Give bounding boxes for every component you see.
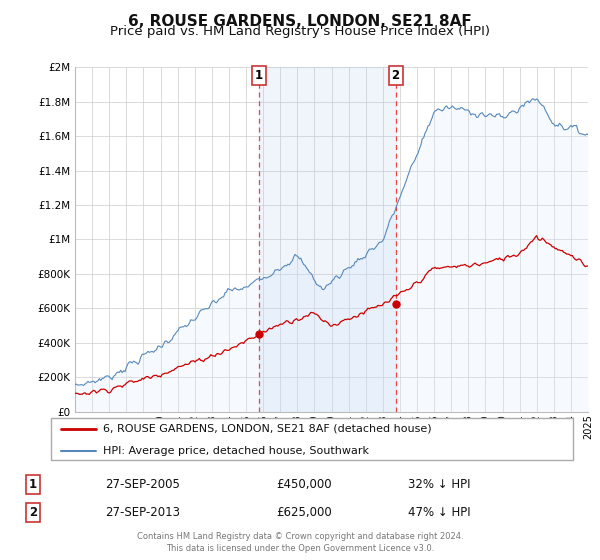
Text: 6, ROUSE GARDENS, LONDON, SE21 8AF: 6, ROUSE GARDENS, LONDON, SE21 8AF [128,14,472,29]
Text: 27-SEP-2005: 27-SEP-2005 [105,478,180,491]
Text: 1: 1 [255,69,263,82]
Text: 6, ROUSE GARDENS, LONDON, SE21 8AF (detached house): 6, ROUSE GARDENS, LONDON, SE21 8AF (deta… [103,424,432,434]
Text: HPI: Average price, detached house, Southwark: HPI: Average price, detached house, Sout… [103,446,370,455]
Text: 32% ↓ HPI: 32% ↓ HPI [408,478,470,491]
Text: Price paid vs. HM Land Registry's House Price Index (HPI): Price paid vs. HM Land Registry's House … [110,25,490,38]
Text: 47% ↓ HPI: 47% ↓ HPI [408,506,470,519]
Text: £450,000: £450,000 [276,478,332,491]
Text: 27-SEP-2013: 27-SEP-2013 [105,506,180,519]
Text: 1: 1 [29,478,37,491]
Text: 2: 2 [392,69,400,82]
FancyBboxPatch shape [50,418,574,460]
Bar [259,67,395,412]
Text: Contains HM Land Registry data © Crown copyright and database right 2024.
This d: Contains HM Land Registry data © Crown c… [137,533,463,553]
Text: £625,000: £625,000 [276,506,332,519]
Text: 2: 2 [29,506,37,519]
